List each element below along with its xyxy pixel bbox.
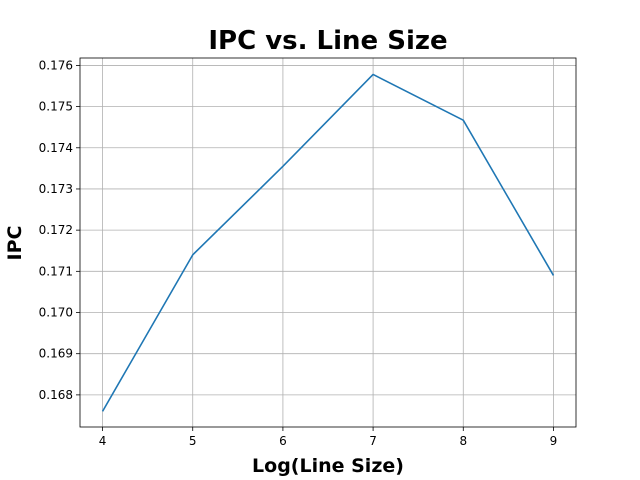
y-tick-label: 0.176 — [39, 58, 73, 72]
y-tick-label: 0.173 — [39, 182, 73, 196]
data-line-group — [101, 73, 555, 412]
y-tick-label: 0.175 — [39, 100, 73, 114]
x-tick-label: 4 — [99, 434, 107, 448]
x-tick-label: 6 — [279, 434, 287, 448]
y-tick-label: 0.168 — [39, 388, 73, 402]
x-axis-ticks: 4 5 6 7 8 9 — [99, 427, 558, 448]
plot-frame — [79, 57, 577, 428]
x-axis-label: Log(Line Size) — [252, 455, 404, 477]
y-axis-ticks: 0.168 0.169 0.170 0.171 0.172 0.173 0.174 0.175… — [39, 58, 80, 402]
chart-title: IPC vs. Line Size — [208, 26, 447, 56]
ipc-series-line — [101, 73, 555, 412]
y-tick-label: 0.169 — [39, 347, 73, 361]
y-tick-label: 0.171 — [39, 264, 73, 278]
x-tick-label: 8 — [459, 434, 467, 448]
y-axis-label: IPC — [4, 226, 26, 261]
grid — [80, 58, 576, 427]
x-tick-label: 5 — [189, 434, 197, 448]
y-tick-label: 0.174 — [39, 141, 73, 155]
x-tick-label: 9 — [550, 434, 558, 448]
x-tick-label: 7 — [369, 434, 377, 448]
y-tick-label: 0.170 — [39, 306, 73, 320]
y-tick-label: 0.172 — [39, 223, 73, 237]
